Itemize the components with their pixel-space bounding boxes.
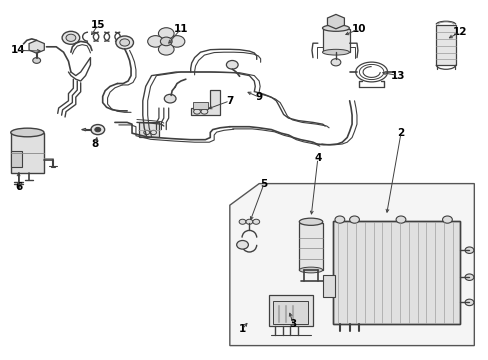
Text: 4: 4 [313,153,321,163]
Circle shape [158,28,174,39]
Bar [11,151,21,167]
Bar [322,275,334,297]
Circle shape [160,37,172,46]
Circle shape [330,59,340,66]
Circle shape [226,60,238,69]
Circle shape [245,219,252,224]
Circle shape [169,36,184,47]
Text: 8: 8 [92,139,99,149]
Text: 11: 11 [173,24,188,34]
Circle shape [236,240,248,249]
Circle shape [395,216,405,223]
Circle shape [239,219,245,224]
Text: 5: 5 [260,179,267,189]
Ellipse shape [322,49,348,55]
Circle shape [252,219,259,224]
Circle shape [33,58,41,63]
Circle shape [91,125,104,135]
Bar [193,102,207,109]
Circle shape [158,44,174,55]
Bar [139,122,159,137]
Bar [435,25,455,65]
Polygon shape [29,40,44,53]
Text: 2: 2 [397,128,404,138]
Circle shape [95,127,101,132]
Circle shape [116,36,133,49]
Circle shape [147,36,163,47]
Text: 15: 15 [90,20,105,30]
Text: 6: 6 [15,182,22,192]
Circle shape [164,94,176,103]
Ellipse shape [322,25,348,31]
Ellipse shape [299,218,322,225]
Circle shape [334,216,344,223]
Polygon shape [229,184,473,346]
Text: 13: 13 [390,71,405,81]
Bar [299,223,322,270]
Ellipse shape [299,267,322,273]
Text: 10: 10 [351,24,366,34]
Polygon shape [327,14,344,29]
Ellipse shape [11,128,44,137]
Bar [332,221,459,324]
Text: 9: 9 [255,92,262,102]
Circle shape [66,34,76,41]
Text: 7: 7 [225,96,233,106]
Circle shape [442,216,451,223]
Bar [322,29,349,52]
Bar [11,133,44,173]
Circle shape [120,39,129,46]
Circle shape [464,274,473,280]
Text: 1: 1 [238,324,245,334]
Circle shape [349,216,359,223]
Circle shape [464,299,473,306]
Bar [272,301,307,324]
Circle shape [464,247,473,253]
Text: 12: 12 [451,27,466,37]
Text: 14: 14 [11,45,26,55]
Polygon shape [190,90,220,115]
Circle shape [62,31,80,44]
Bar [268,295,312,326]
Bar [332,221,459,324]
Text: 3: 3 [289,319,296,329]
